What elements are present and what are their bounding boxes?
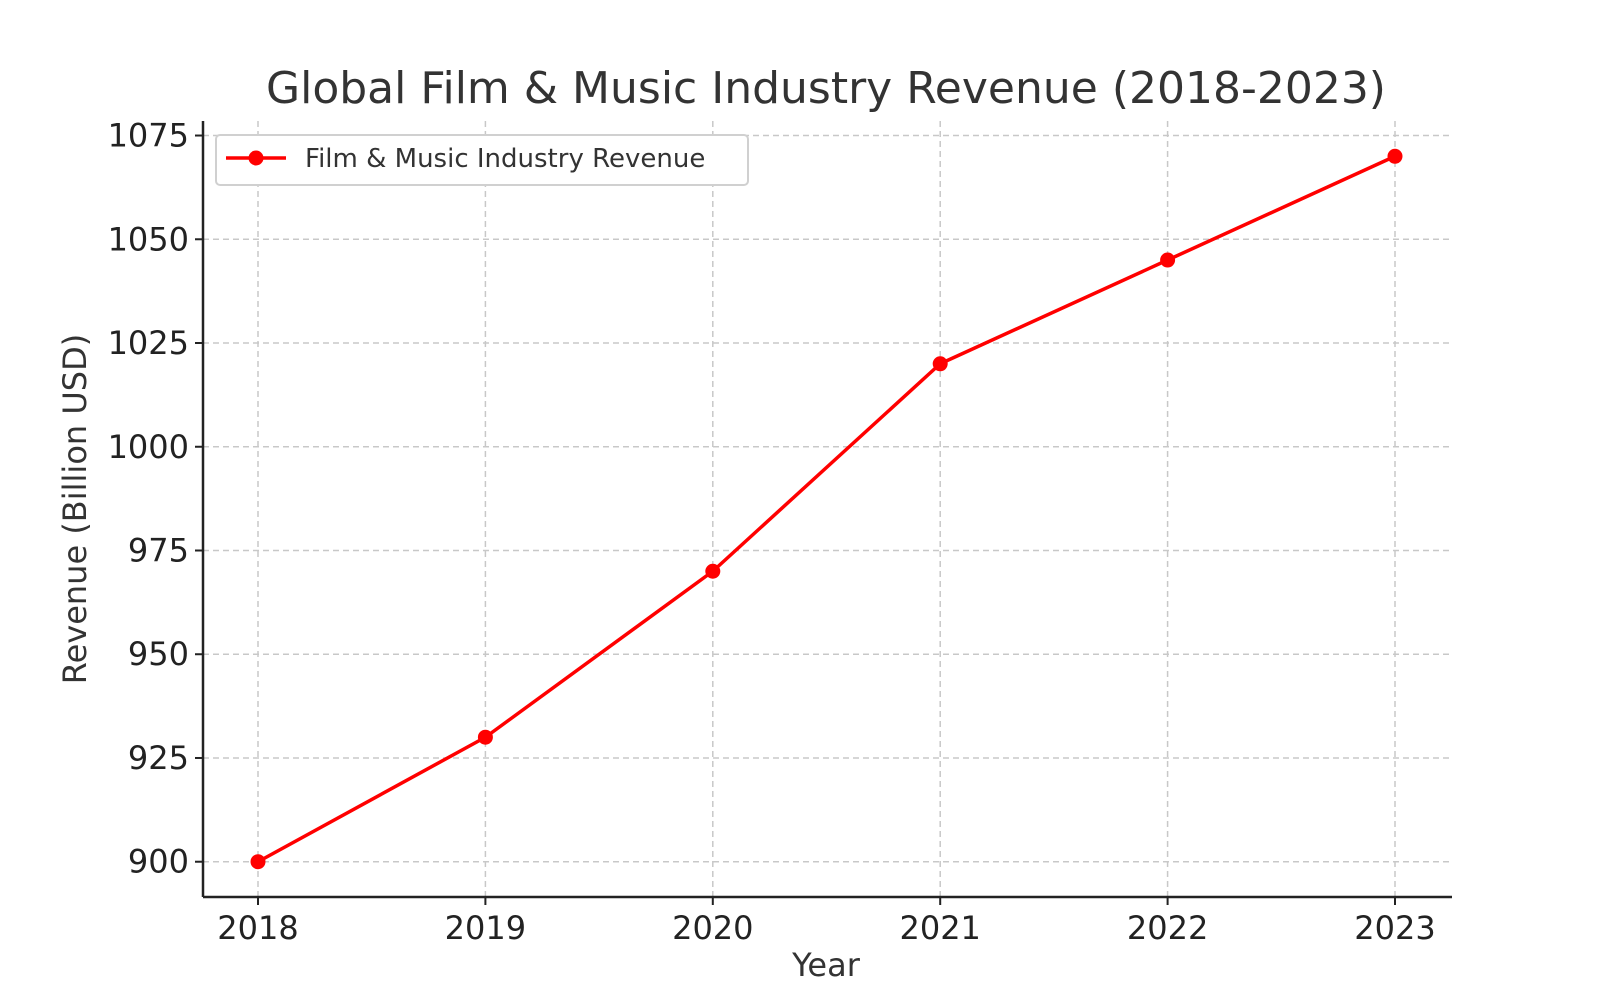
axis-ticks: 2018 2019 2020 2021 2022 2023 900 925 950 975 1000… (108, 117, 1436, 947)
y-tick-label: 1050 (108, 220, 189, 258)
chart-title: Global Film & Music Industry Revenue (20… (266, 63, 1386, 114)
legend-label: Film & Music Industry Revenue (305, 144, 705, 174)
series-line (256, 154, 1397, 864)
x-tick-label: 2019 (445, 909, 526, 947)
data-point (1387, 148, 1403, 164)
data-point (705, 563, 721, 579)
y-tick-label: 1025 (108, 324, 189, 362)
legend-marker-swatch (248, 150, 264, 166)
grid-lines (203, 121, 1452, 897)
data-point (932, 356, 948, 372)
x-tick-label: 2018 (217, 909, 298, 947)
x-tick-label: 2022 (1127, 909, 1208, 947)
y-axis-label: Revenue (Billion USD) (56, 334, 94, 684)
y-tick-label: 1075 (108, 117, 189, 155)
y-tick-label: 1000 (108, 428, 189, 466)
y-tick-label: 900 (128, 843, 189, 881)
legend: Film & Music Industry Revenue (215, 134, 749, 186)
y-tick-label: 950 (128, 635, 189, 673)
data-point (250, 854, 266, 870)
y-tick-label: 975 (128, 531, 189, 569)
legend-box (215, 134, 749, 186)
y-tick-label: 925 (128, 739, 189, 777)
data-point (1160, 252, 1176, 268)
x-tick-label: 2021 (899, 909, 980, 947)
x-axis-label: Year (791, 946, 861, 984)
axes (201, 121, 1452, 899)
x-tick-label: 2020 (672, 909, 753, 947)
series-layer (250, 148, 1403, 870)
x-tick-label: 2023 (1354, 909, 1435, 947)
data-point (477, 729, 493, 745)
